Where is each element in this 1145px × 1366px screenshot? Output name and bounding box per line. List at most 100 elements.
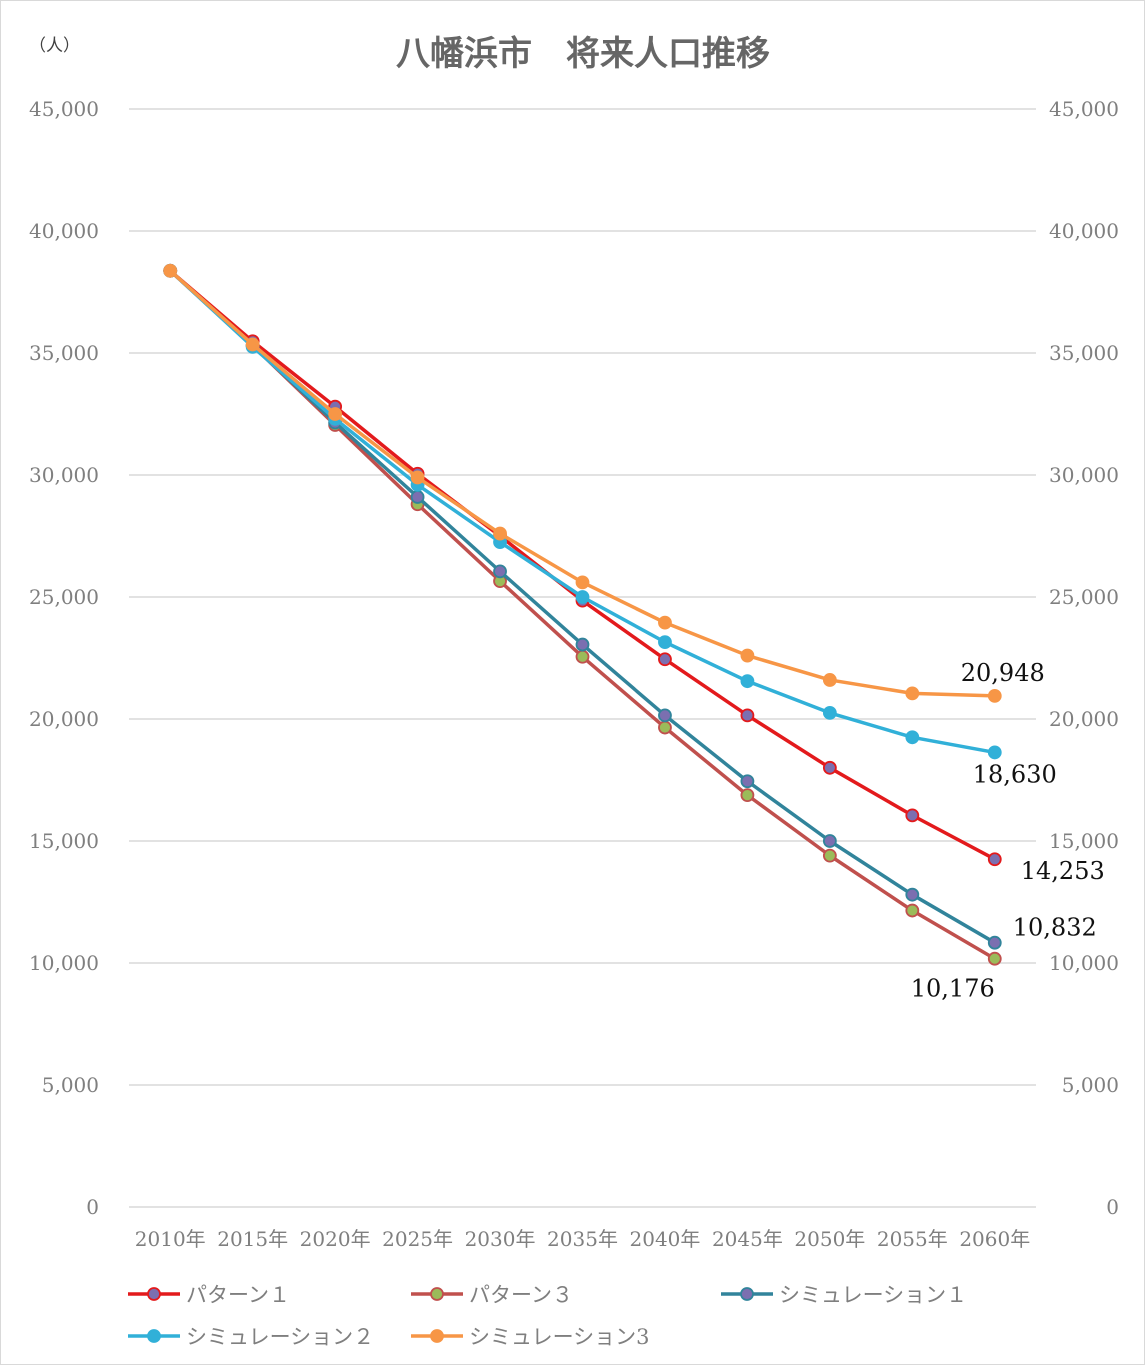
data-point [905,887,920,902]
y2-tick-label: 10,000 [1049,951,1119,975]
data-point [987,745,1002,760]
legend-item-5: シミュレーション3 [411,1325,650,1349]
legend-marker-swatch [147,1329,161,1343]
y-tick-label: 10,000 [29,951,99,975]
legend-item-2: パターン３ [411,1283,573,1307]
legend-item-3: シミュレーション１ [721,1283,967,1307]
data-point [905,903,920,918]
legend-item-1: パターン１ [128,1283,290,1307]
data-label: 10,832 [1013,914,1097,942]
y-tick-label: 5,000 [42,1073,99,1097]
data-label: 18,630 [973,760,1057,788]
series-line [169,269,996,861]
data-point [493,526,507,541]
y2-tick-label: 25,000 [1049,585,1119,609]
data-point [740,648,755,663]
data-point [575,637,590,652]
data-point [740,708,755,723]
y-tick-label: 0 [86,1195,99,1219]
legend-marker-swatch [740,1287,754,1301]
y-tick-label: 15,000 [29,829,99,853]
series-line [169,269,996,755]
series-line [169,269,995,698]
data-point [658,615,672,630]
legend-label: シミュレーション3 [469,1325,650,1349]
data-point [740,788,755,803]
y-tick-label: 20,000 [29,707,99,731]
x-tick-label: 2010年 [135,1227,206,1251]
x-tick-label: 2050年 [794,1227,865,1251]
y2-tick-label: 30,000 [1049,463,1119,487]
y2-tick-label: 15,000 [1049,829,1119,853]
x-tick-label: 2055年 [877,1227,948,1251]
y2-tick-label: 5,000 [1062,1073,1119,1097]
y-axis-unit-label: （人） [29,36,80,56]
series-1 [163,263,1002,867]
x-tick-label: 2060年 [959,1227,1030,1251]
data-point [410,490,425,504]
x-tick-label: 2015年 [217,1227,288,1251]
legend-item-4: シミュレーション２ [128,1325,374,1349]
data-point [163,263,178,278]
data-point [905,686,920,701]
series-group [163,263,1002,966]
legend-marker-swatch [430,1329,444,1343]
data-point [658,720,672,735]
y-tick-label: 45,000 [29,97,99,121]
y2-tick-label: 0 [1106,1195,1119,1219]
data-point [822,760,837,775]
legend-label: シミュレーション１ [779,1283,967,1307]
data-point [410,470,425,485]
data-point [740,674,755,689]
x-tick-label: 2040年 [630,1227,701,1251]
data-point [822,706,837,720]
x-tick-label: 2020年 [300,1227,371,1251]
chart-title: 八幡浜市 将来人口推移 [396,34,770,74]
data-labels: 20,948 18,630 14,253 10,832 10,176 [911,659,1105,1003]
data-point [987,951,1002,966]
legend-label: シミュレーション２ [186,1325,374,1349]
data-point [328,407,343,421]
y-tick-label: 40,000 [29,219,99,243]
data-label: 20,948 [961,659,1045,687]
data-point [575,590,590,604]
data-point [987,935,1002,950]
x-tick-label: 2030年 [465,1227,536,1251]
data-point [822,834,837,848]
legend-label: パターン１ [186,1283,290,1307]
data-point [987,852,1002,867]
y-tick-label: 25,000 [29,585,99,609]
data-point [905,730,920,745]
data-point [822,848,837,863]
data-point [822,673,837,687]
data-label: 14,253 [1021,857,1105,885]
series-5 [163,263,1002,703]
data-point [658,652,672,667]
data-point [245,337,260,352]
data-label: 10,176 [911,975,995,1003]
y2-tick-label: 20,000 [1049,707,1119,731]
data-point [740,774,755,789]
x-tick-label: 2035年 [547,1227,618,1251]
legend-marker-swatch [147,1287,161,1301]
y-tick-label: 35,000 [29,341,99,365]
data-point [905,808,920,823]
data-point [658,635,672,650]
x-tick-label: 2025年 [382,1227,453,1251]
data-point [493,564,507,579]
data-point [575,649,590,664]
y2-tick-label: 45,000 [1049,97,1119,121]
legend[interactable]: パターン１ パターン３ シミュレーション１ シミュレーション２ シミュレーション3 [128,1283,967,1349]
x-tick-label: 2045年 [712,1227,783,1251]
y2-tick-label: 40,000 [1049,219,1119,243]
y-tick-label: 30,000 [29,463,99,487]
series-4 [163,263,1002,760]
axes: 0 0 5,000 5,000 10,000 10,000 15,000 15,000 20,0… [29,97,1119,1251]
data-point [575,575,590,590]
y2-tick-label: 35,000 [1049,341,1119,365]
legend-label: パターン３ [469,1283,573,1307]
data-point [658,708,672,723]
data-point [987,688,1002,703]
